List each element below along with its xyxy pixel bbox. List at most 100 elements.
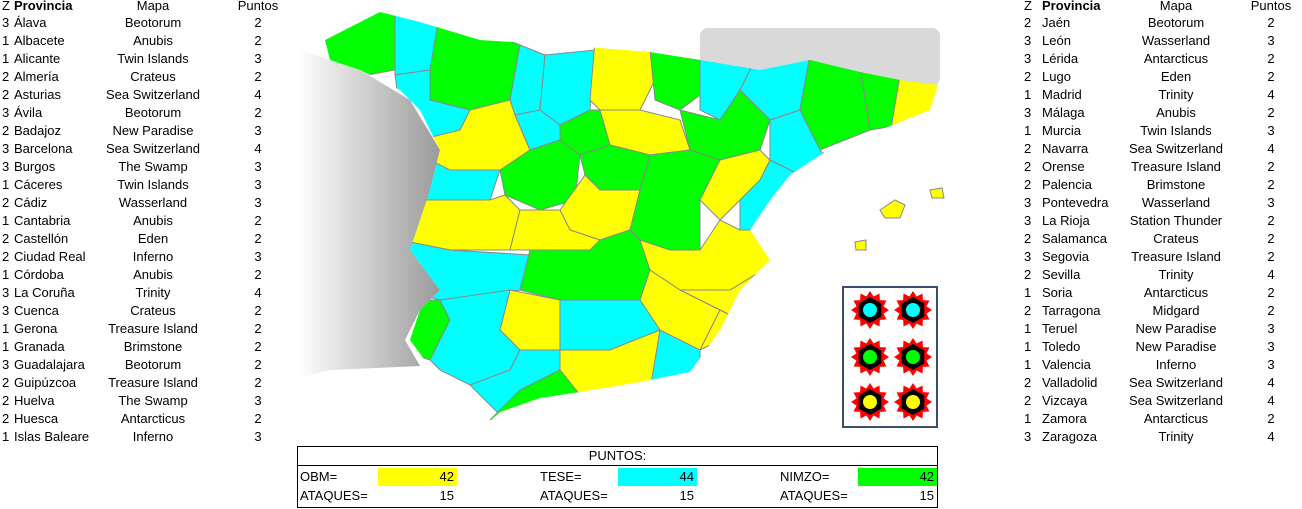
z-cell: 3: [1024, 213, 1032, 228]
z-cell: 3: [2, 141, 10, 156]
mapa-cell: Midgard: [1152, 303, 1200, 318]
puntos-cell: 3: [254, 177, 262, 192]
provincia-cell: Sevilla: [1042, 267, 1081, 282]
puntos-cell: 2: [1267, 213, 1275, 228]
provincia-cell: Burgos: [14, 159, 56, 174]
z-cell: 1: [2, 51, 10, 66]
mapa-cell: Beotorum: [1147, 15, 1205, 30]
provincia-cell: Zaragoza: [1042, 429, 1097, 444]
z-cell: 1: [2, 429, 10, 444]
provincia-cell: Soria: [1042, 285, 1073, 300]
puntos-cell: 4: [1267, 87, 1275, 102]
team-points: 42: [858, 468, 937, 486]
score-title: PUNTOS:: [588, 448, 647, 463]
z-cell: 2: [1024, 393, 1032, 408]
rule: [298, 465, 937, 466]
z-cell: 3: [1024, 429, 1032, 444]
z-cell: 2: [2, 375, 10, 390]
mapa-cell: Wasserland: [1141, 33, 1211, 48]
puntos-cell: 4: [254, 285, 262, 300]
provincia-cell: Asturias: [14, 87, 61, 102]
z-cell: 3: [1024, 249, 1032, 264]
mapa-cell: Antarcticus: [1143, 51, 1209, 66]
z-cell: 1: [2, 339, 10, 354]
puntos-cell: 2: [254, 375, 262, 390]
province: [429, 12, 521, 111]
mapa-cell: Inferno: [1155, 357, 1197, 372]
z-cell: 2: [2, 69, 10, 84]
z-cell: 2: [2, 411, 10, 426]
provincia-cell: Provincia: [1042, 0, 1101, 13]
mapa-cell: Beotorum: [124, 105, 182, 120]
puntos-cell: 2: [1267, 177, 1275, 192]
mapa-cell: Inferno: [132, 429, 174, 444]
puntos-cell: 3: [254, 123, 262, 138]
z-cell: 1: [2, 33, 10, 48]
provincia-cell: Córdoba: [14, 267, 64, 282]
puntos-cell: Puntos: [237, 0, 279, 13]
puntos-cell: 2: [254, 303, 262, 318]
puntos-cell: 3: [1267, 123, 1275, 138]
z-cell: 3: [2, 105, 10, 120]
provincia-cell: Málaga: [1042, 105, 1085, 120]
puntos-cell: 2: [1267, 303, 1275, 318]
mapa-cell: Treasure Island: [108, 321, 198, 336]
puntos-cell: 3: [254, 159, 262, 174]
team-attacks: 15: [679, 488, 694, 503]
puntos-cell: 3: [1267, 33, 1275, 48]
province: [429, 289, 521, 386]
puntos-cell: 2: [254, 15, 262, 30]
mapa-cell: Mapa: [1159, 0, 1193, 13]
mapa-cell: Eden: [1160, 69, 1192, 84]
provincia-cell: Pontevedra: [1042, 195, 1109, 210]
z-cell: 2: [1024, 231, 1032, 246]
provincia-cell: Madrid: [1042, 87, 1082, 102]
mapa-cell: Antarcticus: [120, 411, 186, 426]
team-points: 42: [378, 468, 457, 486]
puntos-cell: 3: [1267, 195, 1275, 210]
provincia-cell: Cáceres: [14, 177, 63, 192]
z-cell: 1: [1024, 123, 1032, 138]
z-cell: 2: [2, 249, 10, 264]
mapa-cell: Trinity: [1158, 87, 1194, 102]
mapa-cell: Mapa: [136, 0, 170, 13]
portugal: [298, 50, 440, 378]
provincia-cell: Huelva: [14, 393, 55, 408]
mapa-cell: Antarcticus: [1143, 285, 1209, 300]
provincia-cell: Almería: [14, 69, 59, 84]
provincia-cell: Barcelona: [14, 141, 73, 156]
z-cell: Z: [2, 0, 10, 13]
puntos-cell: 3: [254, 249, 262, 264]
z-cell: 3: [2, 15, 10, 30]
puntos-cell: 4: [1267, 429, 1275, 444]
mapa-cell: Sea Switzerland: [1129, 393, 1223, 408]
puntos-cell: 3: [254, 429, 262, 444]
z-cell: 1: [2, 321, 10, 336]
provincia-cell: León: [1042, 33, 1071, 48]
mapa-cell: Twin Islands: [117, 177, 189, 192]
provincia-cell: Valencia: [1042, 357, 1091, 372]
z-cell: 2: [2, 195, 10, 210]
z-cell: 3: [1024, 33, 1032, 48]
puntos-cell: 3: [1267, 357, 1275, 372]
puntos-cell: 2: [254, 321, 262, 336]
puntos-cell: 4: [1267, 141, 1275, 156]
team-label: NIMZO=: [780, 469, 830, 484]
team-attacks: 15: [919, 488, 934, 503]
z-cell: 2: [1024, 159, 1032, 174]
mapa-cell: Sea Switzerland: [1129, 141, 1223, 156]
marker: [863, 303, 877, 317]
mapa-cell: Anubis: [133, 213, 173, 228]
mapa-cell: Inferno: [132, 249, 174, 264]
provincia-cell: Lérida: [1042, 51, 1079, 66]
puntos-cell: 3: [254, 393, 262, 408]
puntos-cell: 2: [254, 69, 262, 84]
puntos-cell: 3: [1267, 321, 1275, 336]
puntos-cell: 4: [1267, 375, 1275, 390]
provincia-cell: Salamanca: [1042, 231, 1108, 246]
z-cell: 1: [2, 267, 10, 282]
z-cell: Z: [1024, 0, 1032, 13]
provincia-cell: Lugo: [1042, 69, 1071, 84]
provincia-cell: Tarragona: [1042, 303, 1101, 318]
mapa-cell: Trinity: [135, 285, 171, 300]
